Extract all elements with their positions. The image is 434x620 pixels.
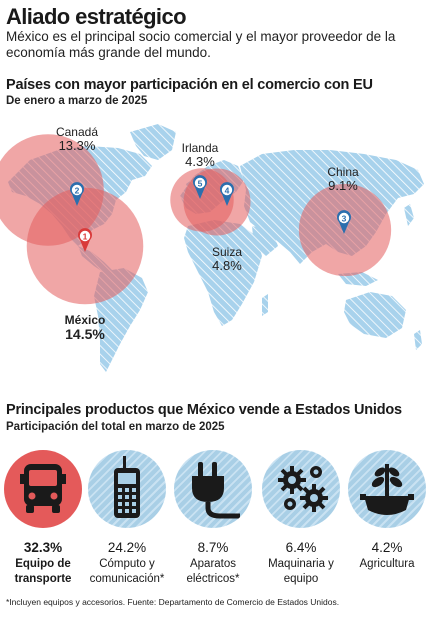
label-china: China 9.1% [318, 165, 368, 193]
product-label: Equipo de transporte [14, 558, 72, 585]
radio-device-icon [114, 456, 140, 518]
australia-landmass [344, 292, 406, 338]
gears-icon [278, 466, 328, 512]
label-irlanda: Irlanda 4.3% [170, 141, 230, 169]
product-equipo-transporte: 32.3% Equipo de transporte [2, 450, 84, 587]
pin-rank-label: 3 [342, 214, 347, 224]
label-china-name: China [327, 165, 359, 179]
label-mexico-value: 14.5% [65, 326, 105, 342]
product-value: 24.2% [107, 540, 147, 555]
greenland-landmass [130, 124, 176, 160]
label-suiza-name: Suiza [211, 245, 243, 259]
product-value: 4.2% [371, 540, 403, 555]
product-circle [174, 450, 252, 528]
product-agricultura: 4.2% Agricultura [346, 450, 428, 572]
arabia-landmass [252, 226, 278, 256]
product-label: Agricultura [359, 558, 415, 570]
product-value: 32.3% [23, 540, 63, 555]
label-china-value: 9.1% [328, 178, 358, 193]
product-maquinaria: 6.4% Maquinaria y equipo [260, 450, 342, 587]
pin-rank-4: 4 [220, 182, 234, 206]
pin-rank-label: 1 [83, 232, 88, 242]
new-zealand-landmass [414, 330, 422, 350]
world-map: 1 2 3 5 4 [0, 124, 424, 372]
africa-landmass [184, 220, 262, 326]
pin-rank-3: 3 [337, 210, 352, 234]
label-irlanda-name: Irlanda [181, 141, 219, 155]
product-circle [4, 450, 82, 528]
product-computo: 24.2% Cómputo y comunicación* [86, 450, 168, 587]
label-mexico: México 14.5% [54, 313, 116, 341]
pin-rank-5: 5 [193, 175, 208, 199]
bubble-canada [0, 134, 104, 246]
madagascar-landmass [262, 294, 268, 316]
map-subtitle: De enero a marzo de 2025 [6, 95, 148, 107]
product-circle [348, 450, 426, 528]
label-canada: Canadá 13.3% [46, 125, 108, 153]
label-irlanda-value: 4.3% [185, 154, 215, 169]
label-mexico-name: México [64, 313, 106, 327]
label-canada-value: 13.3% [58, 138, 96, 153]
pin-rank-label: 2 [75, 186, 80, 196]
product-value: 6.4% [285, 540, 317, 555]
product-aparatos-electricos: 8.7% Aparatos eléctricos* [172, 450, 254, 587]
product-label: Maquinaria y equipo [268, 558, 334, 585]
pin-rank-label: 4 [225, 186, 230, 196]
product-value: 8.7% [197, 540, 229, 555]
product-label: Aparatos eléctricos* [186, 558, 240, 585]
page-title: Aliado estratégico [6, 4, 187, 29]
products-subtitle: Participación del total en marzo de 2025 [6, 421, 225, 433]
label-suiza-value: 4.8% [212, 258, 242, 273]
product-circle [88, 450, 166, 528]
product-circle [262, 450, 340, 528]
page-subtitle: México es el principal socio comercial y… [6, 29, 396, 60]
plant-gear-icon [360, 464, 414, 515]
label-canada-name: Canadá [55, 125, 99, 139]
footnote: *Incluyen equipos y accesorios. Fuente: … [6, 597, 340, 607]
pin-rank-2: 2 [70, 182, 85, 206]
product-label: Cómputo y comunicación* [89, 558, 165, 585]
products-title: Principales productos que México vende a… [6, 402, 402, 418]
bubble-suiza [183, 168, 251, 236]
plug-icon [192, 462, 240, 519]
map-title: Países con mayor participación en el com… [6, 77, 373, 93]
japan-landmass [404, 204, 414, 226]
bus-icon [20, 464, 66, 513]
pin-rank-label: 5 [198, 179, 203, 189]
label-suiza: Suiza 4.8% [202, 245, 252, 273]
pin-rank-1: 1 [78, 228, 92, 252]
